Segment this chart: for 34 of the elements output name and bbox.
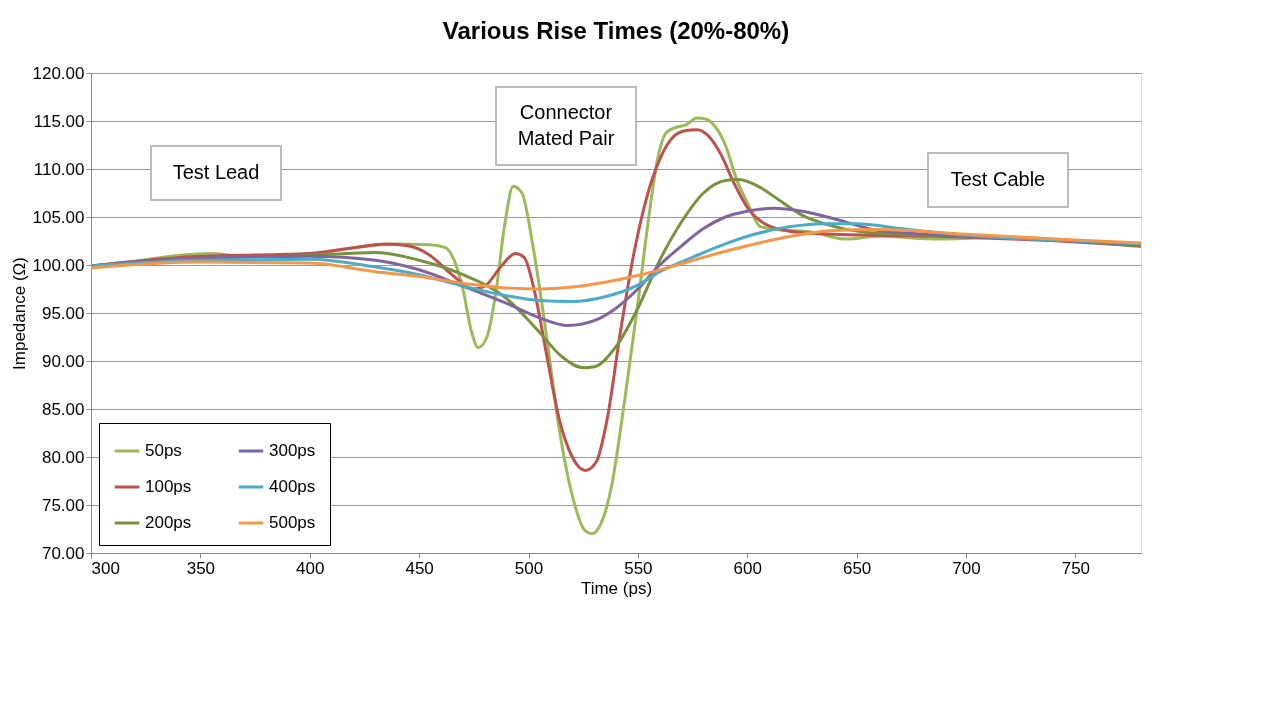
legend-label: 100ps	[145, 477, 192, 496]
line-series	[91, 227, 1141, 291]
x-tick-label: 550	[624, 558, 653, 578]
y-tick-label: 70.00	[41, 543, 85, 563]
y-tick-label: 115.00	[33, 111, 85, 131]
x-axis-title: Time (ps)	[580, 578, 653, 598]
x-tick-label: 500	[514, 558, 544, 578]
y-tick-label: 105.00	[32, 207, 85, 227]
legend-label: 200ps	[145, 513, 192, 532]
annotation: Test Lead	[172, 161, 260, 183]
x-tick-label: 350	[186, 558, 216, 578]
x-tick-label: 450	[405, 558, 434, 578]
y-tick-label: 100.00	[32, 255, 85, 275]
annotation: Test Cable	[950, 168, 1046, 190]
x-tick-label: 600	[733, 558, 762, 578]
chart-title: Various Rise Times (20%-80%)	[442, 17, 790, 44]
x-tick-label: 700	[952, 558, 981, 578]
x-tick-label: 400	[296, 558, 325, 578]
y-tick-label: 110.00	[33, 159, 85, 179]
x-tick-label: 750	[1061, 558, 1091, 578]
legend-label: 50ps	[145, 441, 182, 460]
y-axis-title: Impedance (Ω)	[9, 257, 29, 370]
x-tick-label: 300	[91, 558, 120, 578]
legend-label: 500ps	[269, 513, 316, 532]
annotation: Connector Mated Pair	[517, 101, 615, 149]
legend-label: 300ps	[269, 441, 316, 460]
y-tick-label: 90.00	[41, 351, 85, 371]
y-tick-label: 85.00	[41, 399, 85, 419]
legend-label: 400ps	[269, 477, 316, 496]
y-tick-label: 95.00	[41, 303, 85, 323]
y-tick-label: 75.00	[41, 495, 85, 515]
y-tick-label: 80.00	[41, 447, 85, 467]
y-tick-label: 120.00	[32, 63, 85, 83]
x-tick-label: 650	[842, 558, 872, 578]
